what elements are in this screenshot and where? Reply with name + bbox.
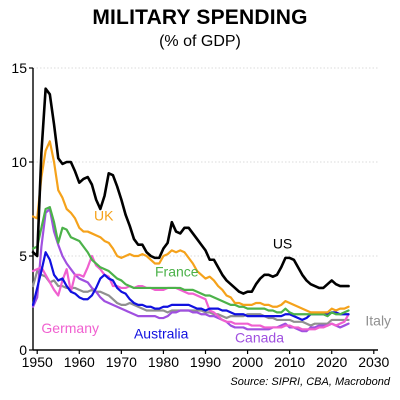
chart-subtitle: (% of GDP) xyxy=(159,33,241,50)
series-label-uk: UK xyxy=(94,207,114,223)
source-note: Source: SIPRI, CBA, Macrobond xyxy=(230,376,390,388)
gridlines xyxy=(33,67,378,257)
series-label-france: France xyxy=(155,264,199,280)
series-labels: US UK France Germany Australia Canada Italy xyxy=(41,207,391,345)
x-tick-label: 2010 xyxy=(274,354,305,370)
series-line-france xyxy=(31,206,350,318)
x-tick-label: 1980 xyxy=(148,354,179,370)
x-tick-label: 2000 xyxy=(232,354,263,370)
x-tick-label: 1950 xyxy=(22,354,53,370)
x-tick-label: 1960 xyxy=(64,354,95,370)
y-tick-label: 15 xyxy=(11,60,27,76)
series-line-uk xyxy=(31,140,350,314)
x-tick-label: 2020 xyxy=(316,354,347,370)
y-tick-label: 10 xyxy=(11,154,27,170)
y-tick-label: 5 xyxy=(19,248,27,264)
series-label-germany: Germany xyxy=(41,320,99,336)
x-tick-label: 1970 xyxy=(106,354,137,370)
x-tick-label: 1990 xyxy=(190,354,221,370)
tick-labels: 0 5 10 15 1950 1960 1970 1980 1990 2000 2010 2020 20… xyxy=(11,60,389,370)
series-label-canada: Canada xyxy=(235,329,284,345)
series-line-germany xyxy=(31,254,350,331)
series-line-us xyxy=(31,87,350,295)
y-tick-label: 0 xyxy=(19,342,27,358)
series-label-italy: Italy xyxy=(365,313,391,329)
series-label-us: US xyxy=(273,235,292,251)
chart-title: MILITARY SPENDING xyxy=(92,6,308,29)
series-lines xyxy=(31,87,350,333)
series-line-australia xyxy=(31,251,350,322)
x-tick-label: 2030 xyxy=(358,354,389,370)
series-label-australia: Australia xyxy=(134,326,189,342)
